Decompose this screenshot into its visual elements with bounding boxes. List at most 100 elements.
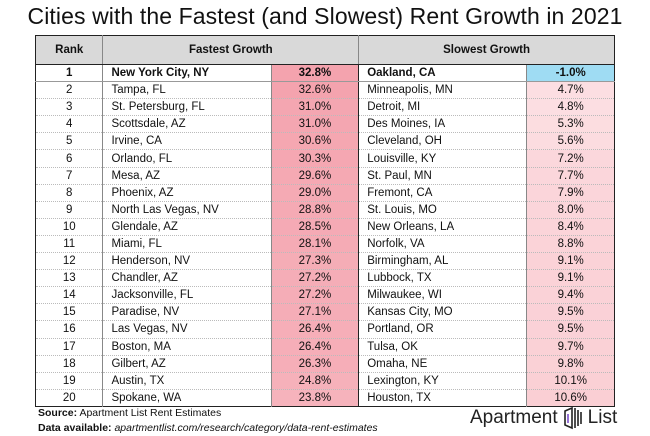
- slowest-city-cell: Norfolk, VA: [358, 235, 528, 254]
- fastest-value-cell: 24.8%: [271, 372, 360, 390]
- slowest-value-cell: 9.4%: [526, 286, 615, 305]
- slowest-value-cell: 10.1%: [526, 372, 615, 390]
- table-row: 4 Scottsdale, AZ 31.0% Des Moines, IA 5.3%: [35, 115, 615, 134]
- table-row: 5 Irvine, CA 30.6% Cleveland, OH 5.6%: [35, 132, 615, 151]
- fastest-city-cell: Scottsdale, AZ: [102, 115, 272, 134]
- slowest-value-cell: 9.7%: [526, 338, 615, 356]
- fastest-city-cell: Austin, TX: [102, 372, 272, 390]
- fastest-value-cell: 26.4%: [271, 320, 360, 339]
- logo-text-left: Apartment: [470, 407, 558, 428]
- rank-cell: 15: [35, 303, 104, 322]
- slowest-city-cell: Birmingham, AL: [358, 252, 528, 271]
- fastest-value-cell: 28.5%: [271, 218, 360, 236]
- table-row: 10 Glendale, AZ 28.5% New Orleans, LA 8.4%: [35, 218, 615, 236]
- fastest-value-cell: 32.8%: [271, 64, 360, 83]
- rank-cell: 2: [35, 81, 104, 100]
- table-row: 15 Paradise, NV 27.1% Kansas City, MO 9.5%: [35, 303, 615, 322]
- slowest-value-cell: 4.7%: [526, 81, 615, 100]
- slowest-value-cell: 9.5%: [526, 320, 615, 339]
- fastest-value-cell: 26.4%: [271, 338, 360, 356]
- source-note: Source: Apartment List Rent Estimates: [38, 407, 221, 419]
- fastest-value-cell: 27.3%: [271, 252, 360, 271]
- fastest-city-cell: Las Vegas, NV: [102, 320, 272, 339]
- slowest-city-cell: Lubbock, TX: [358, 269, 528, 288]
- slowest-value-cell: 8.4%: [526, 218, 615, 236]
- fastest-city-cell: New York City, NY: [102, 64, 272, 83]
- slowest-city-cell: Oakland, CA: [358, 64, 528, 83]
- fastest-city-cell: Boston, MA: [102, 338, 272, 356]
- data-label: Data available:: [38, 422, 112, 434]
- slowest-city-cell: Fremont, CA: [358, 184, 528, 202]
- slowest-value-cell: 9.1%: [526, 269, 615, 288]
- header-fastest: Fastest Growth: [102, 35, 360, 65]
- rank-cell: 3: [35, 98, 104, 117]
- fastest-value-cell: 29.6%: [271, 167, 360, 185]
- fastest-city-cell: Glendale, AZ: [102, 218, 272, 236]
- fastest-city-cell: Miami, FL: [102, 235, 272, 254]
- fastest-value-cell: 27.2%: [271, 269, 360, 288]
- table-row: 18 Gilbert, AZ 26.3% Omaha, NE 9.8%: [35, 355, 615, 373]
- slowest-city-cell: Portland, OR: [358, 320, 528, 339]
- slowest-city-cell: Louisville, KY: [358, 149, 528, 168]
- slowest-value-cell: 9.1%: [526, 252, 615, 271]
- slowest-value-cell: 5.6%: [526, 132, 615, 151]
- fastest-value-cell: 30.3%: [271, 149, 360, 168]
- rent-growth-table: Rank Fastest Growth Slowest Growth 1 New …: [35, 35, 615, 407]
- slowest-city-cell: Omaha, NE: [358, 355, 528, 373]
- slowest-city-cell: Cleveland, OH: [358, 132, 528, 151]
- fastest-city-cell: Tampa, FL: [102, 81, 272, 100]
- slowest-city-cell: Milwaukee, WI: [358, 286, 528, 305]
- apartment-list-logo: Apartment List: [470, 405, 617, 431]
- table-row: 17 Boston, MA 26.4% Tulsa, OK 9.7%: [35, 338, 615, 356]
- slowest-city-cell: St. Paul, MN: [358, 167, 528, 185]
- fastest-value-cell: 31.0%: [271, 115, 360, 134]
- slowest-city-cell: Detroit, MI: [358, 98, 528, 117]
- fastest-city-cell: Paradise, NV: [102, 303, 272, 322]
- slowest-value-cell: 8.8%: [526, 235, 615, 254]
- table-row: 12 Henderson, NV 27.3% Birmingham, AL 9.1%: [35, 252, 615, 271]
- header-row: Rank Fastest Growth Slowest Growth: [35, 35, 615, 65]
- rank-cell: 4: [35, 115, 104, 134]
- table-row: 19 Austin, TX 24.8% Lexington, KY 10.1%: [35, 372, 615, 390]
- slowest-city-cell: Kansas City, MO: [358, 303, 528, 322]
- slowest-value-cell: -1.0%: [526, 64, 615, 83]
- slowest-value-cell: 5.3%: [526, 115, 615, 134]
- table-row: 7 Mesa, AZ 29.6% St. Paul, MN 7.7%: [35, 167, 615, 185]
- data-available-note: Data available: apartmentlist.com/resear…: [38, 422, 378, 434]
- fastest-value-cell: 27.2%: [271, 286, 360, 305]
- rank-cell: 5: [35, 132, 104, 151]
- fastest-value-cell: 30.6%: [271, 132, 360, 151]
- rank-cell: 6: [35, 149, 104, 168]
- table-row: 16 Las Vegas, NV 26.4% Portland, OR 9.5%: [35, 320, 615, 339]
- logo-text-right: List: [587, 407, 618, 428]
- rank-cell: 9: [35, 201, 104, 219]
- fastest-value-cell: 28.8%: [271, 201, 360, 219]
- slowest-city-cell: Minneapolis, MN: [358, 81, 528, 100]
- fastest-value-cell: 23.8%: [271, 389, 360, 407]
- rank-cell: 8: [35, 184, 104, 202]
- rank-cell: 1: [35, 64, 104, 83]
- source-label: Source:: [38, 407, 78, 419]
- fastest-value-cell: 31.0%: [271, 98, 360, 117]
- fastest-value-cell: 28.1%: [271, 235, 360, 254]
- rank-cell: 18: [35, 355, 104, 373]
- table-row: 9 North Las Vegas, NV 28.8% St. Louis, MO 8.…: [35, 201, 615, 219]
- rank-cell: 16: [35, 320, 104, 339]
- fastest-city-cell: Orlando, FL: [102, 149, 272, 168]
- fastest-city-cell: Chandler, AZ: [102, 269, 272, 288]
- slowest-value-cell: 9.5%: [526, 303, 615, 322]
- chart-title: Cities with the Fastest (and Slowest) Re…: [27, 3, 623, 29]
- slowest-city-cell: Lexington, KY: [358, 372, 528, 390]
- header-rank: Rank: [35, 35, 104, 65]
- table-row: 14 Jacksonville, FL 27.2% Milwaukee, WI 9.4%: [35, 286, 615, 305]
- fastest-value-cell: 32.6%: [271, 81, 360, 100]
- rank-cell: 7: [35, 167, 104, 185]
- fastest-city-cell: St. Petersburg, FL: [102, 98, 272, 117]
- fastest-city-cell: Mesa, AZ: [102, 167, 272, 185]
- rank-cell: 13: [35, 269, 104, 288]
- fastest-city-cell: Phoenix, AZ: [102, 184, 272, 202]
- slowest-city-cell: New Orleans, LA: [358, 218, 528, 236]
- slowest-value-cell: 10.6%: [526, 389, 615, 407]
- apartment-list-building-icon: [563, 406, 582, 430]
- table-row: 13 Chandler, AZ 27.2% Lubbock, TX 9.1%: [35, 269, 615, 288]
